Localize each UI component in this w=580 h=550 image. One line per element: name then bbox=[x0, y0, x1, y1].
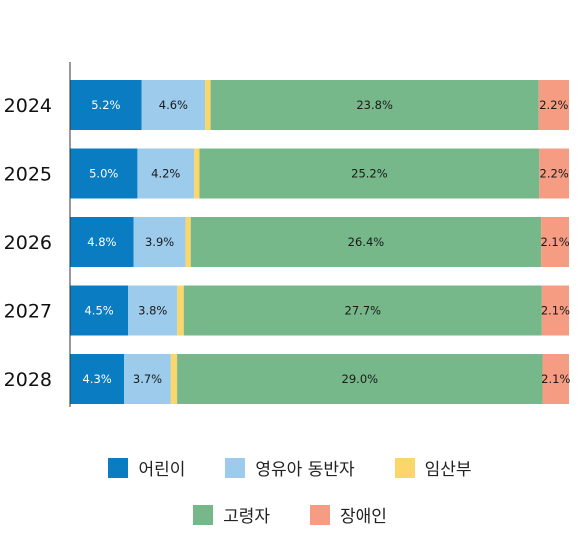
bar-segment bbox=[128, 285, 178, 336]
bar-segment bbox=[194, 148, 200, 199]
legend-swatch bbox=[310, 504, 330, 525]
data-label: 3.7% bbox=[133, 372, 162, 386]
year-tick-label: 2028 bbox=[4, 369, 52, 391]
legend-label: 영유아 동반자 bbox=[255, 460, 355, 480]
bar-segment bbox=[70, 80, 142, 130]
bar-segment bbox=[205, 80, 211, 130]
data-label: 4.5% bbox=[84, 304, 113, 318]
year-tick-label: 2026 bbox=[4, 232, 52, 254]
data-label: 29.0% bbox=[342, 372, 379, 386]
legend-label: 임산부 bbox=[424, 460, 472, 480]
data-label: 23.8% bbox=[356, 98, 393, 112]
legend-item: 장애인 bbox=[310, 502, 387, 527]
data-label: 2.1% bbox=[540, 235, 569, 249]
bar-segment bbox=[133, 217, 186, 267]
legend-item: 고령자 bbox=[193, 502, 270, 527]
bar-segment bbox=[177, 354, 543, 404]
bar-segment bbox=[539, 148, 569, 199]
bar-segment bbox=[124, 354, 171, 404]
bar-segment bbox=[70, 354, 125, 404]
data-label: 4.2% bbox=[151, 167, 180, 181]
year-tick-label: 2024 bbox=[4, 95, 52, 117]
bar-segment bbox=[190, 217, 542, 267]
bar-segment bbox=[141, 80, 206, 130]
bar-segment bbox=[70, 148, 138, 199]
data-label: 27.7% bbox=[345, 304, 382, 318]
bar-segment bbox=[210, 80, 539, 130]
year-tick-label: 2025 bbox=[4, 164, 52, 186]
bar-segment bbox=[541, 217, 569, 267]
bar-segment bbox=[70, 285, 129, 336]
legend-row-1: 어린이 영유아 동반자 임산부 bbox=[0, 455, 580, 480]
bar-segment bbox=[137, 148, 195, 199]
data-label: 26.4% bbox=[348, 235, 385, 249]
bar-segment bbox=[199, 148, 540, 199]
data-label: 25.2% bbox=[351, 167, 388, 181]
data-label: 2.1% bbox=[541, 372, 570, 386]
legend-swatch bbox=[108, 457, 129, 478]
legend-swatch bbox=[193, 504, 214, 525]
data-label: 4.8% bbox=[87, 235, 116, 249]
data-label: 2.2% bbox=[540, 167, 569, 181]
legend-swatch bbox=[225, 457, 246, 478]
data-label: 3.9% bbox=[145, 235, 174, 249]
legend-row-2: 고령자 장애인 bbox=[0, 502, 580, 527]
bar-segment bbox=[538, 80, 569, 130]
data-label: 5.2% bbox=[91, 98, 120, 112]
year-labels-group: 2024 2025 2026 2027 2028 bbox=[4, 95, 52, 391]
bar-segment bbox=[541, 285, 569, 336]
bars-group: 5.2%4.6%0.4%23.8%2.2%5.0%4.2%0.4%25.2%2.… bbox=[70, 80, 570, 404]
bar-segment bbox=[170, 354, 178, 404]
bar-segment bbox=[183, 285, 542, 336]
data-label: 4.3% bbox=[82, 372, 111, 386]
legend-label: 장애인 bbox=[340, 507, 387, 527]
legend-swatch bbox=[394, 457, 415, 478]
bar-segment bbox=[177, 285, 184, 336]
data-label: 2.1% bbox=[541, 304, 570, 318]
year-tick-label: 2027 bbox=[4, 301, 52, 323]
legend-item: 영유아 동반자 bbox=[225, 455, 355, 480]
legend-item: 어린이 bbox=[108, 455, 185, 480]
data-label: 2.2% bbox=[539, 98, 568, 112]
data-label: 3.8% bbox=[138, 304, 167, 318]
bar-segment bbox=[185, 217, 191, 267]
data-label: 4.6% bbox=[159, 98, 188, 112]
legend-label: 어린이 bbox=[138, 460, 186, 480]
bar-segment bbox=[542, 354, 569, 404]
legend-item: 임산부 bbox=[394, 455, 472, 480]
data-label: 5.0% bbox=[89, 167, 118, 181]
bar-segment bbox=[70, 217, 134, 267]
legend-label: 고령자 bbox=[223, 507, 270, 527]
